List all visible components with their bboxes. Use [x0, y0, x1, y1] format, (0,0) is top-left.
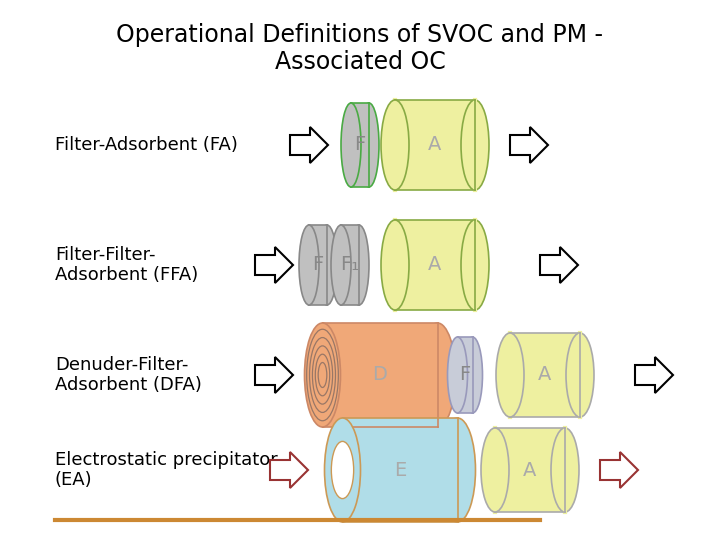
Bar [495, 428, 565, 512]
Ellipse shape [481, 428, 509, 512]
Bar [457, 337, 472, 413]
Text: Filter-Filter-
Adsorbent (FFA): Filter-Filter- Adsorbent (FFA) [55, 246, 198, 285]
Text: Filter-Adsorbent (FA): Filter-Adsorbent (FA) [55, 136, 238, 154]
Text: Associated OC: Associated OC [274, 50, 446, 74]
Text: F: F [354, 136, 366, 154]
Bar [309, 225, 327, 305]
Polygon shape [540, 247, 578, 283]
Polygon shape [255, 357, 293, 393]
Ellipse shape [551, 428, 579, 512]
Ellipse shape [381, 100, 409, 190]
Text: D: D [372, 366, 387, 384]
Ellipse shape [439, 418, 475, 522]
Bar [351, 103, 369, 187]
Polygon shape [510, 127, 548, 163]
Text: F₁: F₁ [341, 255, 359, 274]
Ellipse shape [341, 103, 361, 187]
Text: A: A [539, 366, 552, 384]
Text: E: E [394, 461, 406, 480]
Ellipse shape [349, 225, 369, 305]
Bar [343, 418, 457, 522]
Ellipse shape [420, 323, 456, 427]
Ellipse shape [381, 220, 409, 310]
Text: A: A [523, 461, 536, 480]
Ellipse shape [325, 418, 361, 522]
Text: Operational Definitions of SVOC and PM -: Operational Definitions of SVOC and PM - [117, 23, 603, 47]
Ellipse shape [331, 225, 351, 305]
Ellipse shape [448, 337, 467, 413]
Text: Electrostatic precipitator
(EA): Electrostatic precipitator (EA) [55, 450, 278, 489]
Text: F: F [312, 255, 323, 274]
Ellipse shape [331, 441, 354, 498]
Bar [341, 225, 359, 305]
Ellipse shape [496, 333, 524, 417]
Polygon shape [635, 357, 673, 393]
Polygon shape [290, 127, 328, 163]
Ellipse shape [317, 225, 337, 305]
Ellipse shape [359, 103, 379, 187]
Ellipse shape [462, 337, 482, 413]
Polygon shape [600, 452, 638, 488]
Bar [395, 100, 475, 190]
Polygon shape [270, 452, 308, 488]
Bar [395, 220, 475, 310]
Bar [510, 333, 580, 417]
Polygon shape [255, 247, 293, 283]
Ellipse shape [566, 333, 594, 417]
Ellipse shape [305, 323, 341, 427]
Ellipse shape [461, 220, 489, 310]
Text: A: A [428, 255, 441, 274]
Bar [323, 323, 438, 427]
Ellipse shape [461, 100, 489, 190]
Text: A: A [428, 136, 441, 154]
Text: F: F [459, 366, 471, 384]
Ellipse shape [299, 225, 319, 305]
Text: Denuder-Filter-
Adsorbent (DFA): Denuder-Filter- Adsorbent (DFA) [55, 356, 202, 394]
